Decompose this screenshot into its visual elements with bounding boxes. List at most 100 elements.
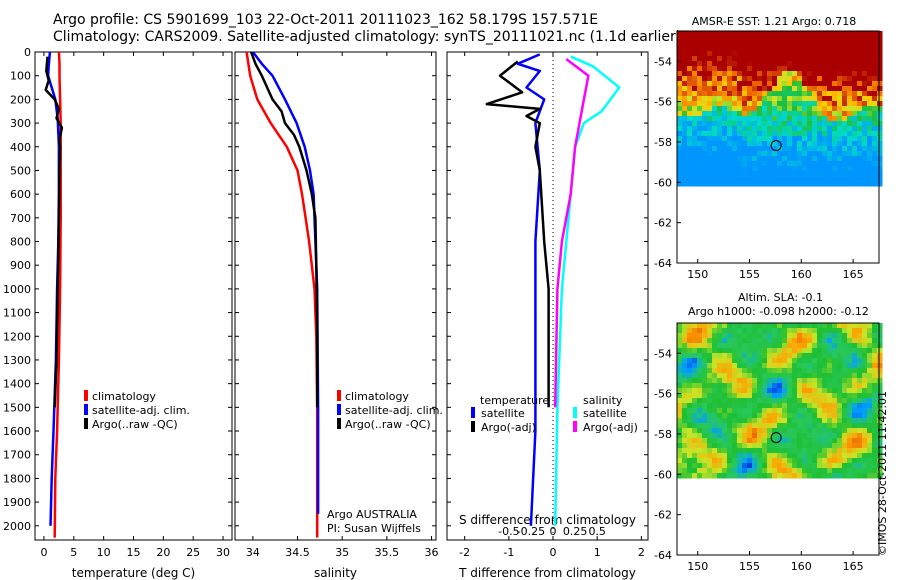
difference-xlabel: T difference from climatology [458,566,636,580]
salinity-xtick-label: 35.5 [375,546,400,559]
sla_map-xtick-label: 150 [687,560,708,573]
depth-tick-label: 600 [10,188,31,201]
sst_map-xtick-label: 165 [843,268,864,281]
legend-salinity-swatch [573,421,577,432]
depth-tick-label: 200 [10,93,31,106]
temperature-xtick-label: 20 [156,546,170,559]
salinity-xtick-label: 36 [425,546,439,559]
temperature-series-line [44,56,64,408]
temperature-xlabel: temperature (deg C) [72,566,195,580]
temperature-xtick-label: 25 [186,546,200,559]
sla_map-xtick-label: 155 [739,560,760,573]
profile-title: Argo profile: CS 5901699_103 22-Oct-2011… [53,12,599,28]
sla_map-xtick-label: 160 [791,560,812,573]
climatology-subtitle: Climatology: CARS2009. Satellite-adjuste… [53,29,682,45]
difference-series-line [553,58,590,408]
legend-temperature-label: Argo(-adj) [481,421,536,434]
sst_map-ytick-label: -60 [654,176,672,189]
depth-tick-label: 1500 [3,401,31,414]
sst_map-ytick-label: -64 [654,257,672,270]
depth-tick-label: 400 [10,141,31,154]
temperature-xtick-label: 10 [97,546,111,559]
sst_map-xtick-label: 160 [791,268,812,281]
sla-map-title: Altim. SLA: -0.1 [738,291,823,304]
salinity-xtick-label: 34 [246,546,260,559]
sla_map-ytick-label: -62 [654,509,672,522]
temperature-xtick-label: 15 [127,546,141,559]
depth-tick-label: 1400 [3,378,31,391]
sst_map-ytick-label: -58 [654,136,672,149]
salinity-tick-label: 0 [550,525,557,538]
sla-map-subtitle: Argo h1000: -0.098 h2000: -0.12 [688,305,869,318]
salinity-xtick-label: 35 [335,546,349,559]
sst_map-ytick-label: -56 [654,96,672,109]
legend-temperature-swatch [471,407,475,418]
temperature-xtick-label: 30 [216,546,230,559]
salinity-xlabel: salinity [314,566,357,580]
temperature-xtick-label: 0 [40,546,47,559]
sst_map-ytick-label: -62 [654,217,672,230]
salinity-axis-label: S difference from climatology [459,513,636,527]
depth-tick-label: 2000 [3,520,31,533]
temperature-frame [34,51,233,541]
difference-series-line [485,60,550,408]
sla_map-ytick-label: -54 [654,347,672,360]
depth-tick-label: 1600 [3,425,31,438]
legend-salinity-swatch [573,407,577,418]
pi-name-label: PI: Susan Wijffels [327,522,421,535]
legend-salinity-title: salinity [583,394,623,407]
temperature-legend-swatch [84,404,88,415]
salinity-tick-label: -0.5 [498,525,519,538]
sla_map-argo-marker [770,432,782,444]
depth-tick-label: 1000 [3,283,31,296]
difference-xtick-label: 1 [594,546,601,559]
imos-signature: ©IMOS 28-Oct-2011 11:42:01 [876,390,889,556]
temperature-xtick-label: 5 [70,546,77,559]
depth-tick-label: 700 [10,212,31,225]
salinity-legend-label: satellite-adj. clim. [345,404,443,417]
salinity-tick-label: 0.5 [588,525,606,538]
depth-tick-label: 900 [10,259,31,272]
sla_map-ytick-label: -60 [654,468,672,481]
temperature-legend-label: Argo(..raw -QC) [92,418,178,431]
salinity-legend-swatch [337,418,341,429]
depth-tick-label: 100 [10,70,31,83]
difference-series-line [516,53,546,526]
depth-tick-label: 500 [10,164,31,177]
difference-xtick-label: -1 [503,546,514,559]
depth-tick-label: 300 [10,117,31,130]
temperature-legend-label: climatology [92,390,156,403]
salinity-legend-label: climatology [345,390,409,403]
difference-xtick-label: 2 [638,546,645,559]
temperature-legend-swatch [84,418,88,429]
sla_map-ytick-label: -56 [654,388,672,401]
depth-tick-label: 1700 [3,449,31,462]
legend-salinity-label: Argo(-adj) [583,421,638,434]
legend-temperature-swatch [471,421,475,432]
sst_map-field [677,31,883,187]
difference-xtick-label: 0 [550,546,557,559]
depth-tick-label: 1200 [3,330,31,343]
argo-program-label: Argo AUSTRALIA [327,508,417,521]
sla_map-ytick-label: -64 [654,549,672,562]
salinity-legend-label: Argo(..raw -QC) [345,418,431,431]
depth-tick-label: 1900 [3,496,31,509]
temperature-legend-label: satellite-adj. clim. [92,404,190,417]
sst_map-ytick-label: -54 [654,55,672,68]
depth-tick-label: 0 [24,46,31,59]
sla_map-frame [676,322,880,556]
salinity-series-line [249,51,319,408]
temperature-legend-swatch [84,390,88,401]
sst_map-xtick-label: 155 [739,268,760,281]
legend-temperature-label: satellite [481,407,525,420]
sla_map-field [677,323,883,479]
depth-tick-label: 1300 [3,354,31,367]
salinity-legend-swatch [337,390,341,401]
salinity-xtick-label: 34.5 [285,546,310,559]
sst_map-frame [676,30,880,264]
legend-salinity-label: satellite [583,407,627,420]
sst-map-title: AMSR-E SST: 1.21 Argo: 0.718 [692,15,857,28]
depth-tick-label: 800 [10,236,31,249]
salinity-tick-label: -0.25 [517,525,545,538]
